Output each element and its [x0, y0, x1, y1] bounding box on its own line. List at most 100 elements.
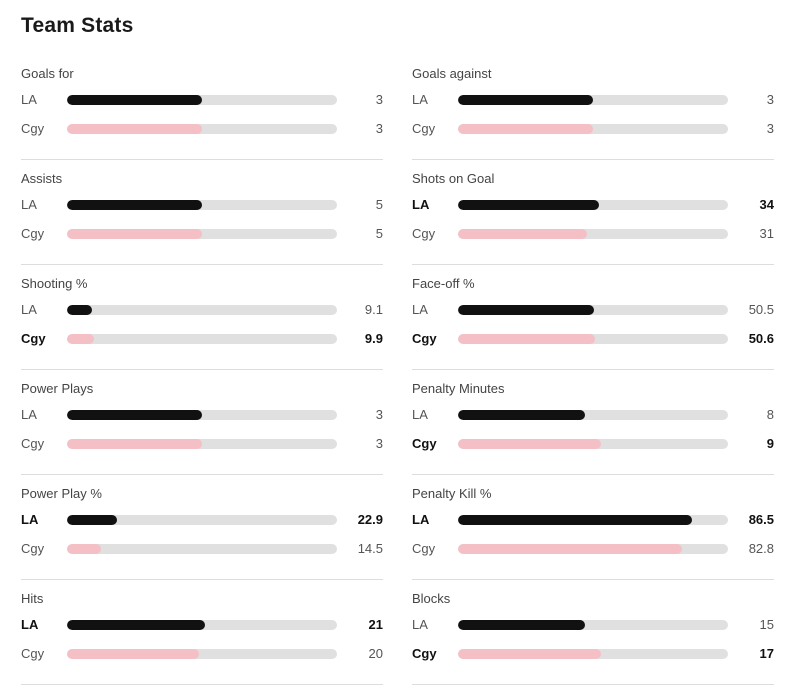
- stat-value: 86.5: [748, 512, 774, 527]
- bar-fill: [458, 439, 601, 449]
- stat-value: 3: [766, 121, 774, 136]
- stat-block: Power Play % LA 22.9 Cgy 14.5: [21, 482, 383, 587]
- stat-row: Cgy 5: [21, 226, 383, 242]
- stat-value: 3: [375, 121, 383, 136]
- bar-fill: [458, 124, 593, 134]
- team-label: Cgy: [21, 121, 45, 136]
- stat-row: Cgy 3: [21, 121, 383, 137]
- bar-track: [458, 334, 728, 344]
- bar-fill: [67, 439, 202, 449]
- stat-row: LA 3: [21, 92, 383, 108]
- stat-row: Cgy 9.9: [21, 331, 383, 347]
- stat-row: LA 86.5: [412, 512, 774, 528]
- bar-fill: [67, 544, 101, 554]
- team-label: LA: [21, 92, 37, 107]
- bar-fill: [67, 515, 117, 525]
- stat-row: LA 50.5: [412, 302, 774, 318]
- divider: [412, 159, 774, 160]
- bar-track: [458, 95, 728, 105]
- divider: [21, 684, 383, 685]
- bar-fill: [67, 410, 202, 420]
- team-label: LA: [412, 617, 428, 632]
- stat-row: Cgy 20: [21, 646, 383, 662]
- stat-row: Cgy 82.8: [412, 541, 774, 557]
- stat-value: 8: [766, 407, 774, 422]
- bar-fill: [67, 649, 199, 659]
- stat-row: LA 22.9: [21, 512, 383, 528]
- stat-name: Power Plays: [21, 381, 94, 396]
- bar-track: [458, 410, 728, 420]
- team-label: LA: [412, 512, 430, 527]
- stat-name: Face-off %: [412, 276, 475, 291]
- bar-track: [67, 620, 337, 630]
- stat-value: 9.1: [364, 302, 383, 317]
- stat-block: Penalty Kill % LA 86.5 Cgy 82.8: [412, 482, 774, 587]
- divider: [21, 159, 383, 160]
- bar-track: [458, 544, 728, 554]
- bar-fill: [458, 515, 692, 525]
- team-label: LA: [412, 407, 428, 422]
- bar-fill: [67, 620, 205, 630]
- team-label: LA: [412, 92, 428, 107]
- stat-value: 21: [368, 617, 383, 632]
- bar-track: [458, 229, 728, 239]
- stat-value: 14.5: [357, 541, 383, 556]
- bar-track: [458, 620, 728, 630]
- team-label: Cgy: [412, 331, 437, 346]
- stat-row: LA 5: [21, 197, 383, 213]
- stat-name: Penalty Kill %: [412, 486, 492, 501]
- stat-value: 50.5: [748, 302, 774, 317]
- team-label: Cgy: [412, 646, 437, 661]
- stat-value: 22.9: [357, 512, 383, 527]
- stat-value: 5: [375, 197, 383, 212]
- bar-track: [458, 200, 728, 210]
- stat-block: Assists LA 5 Cgy 5: [21, 167, 383, 272]
- bar-track: [67, 515, 337, 525]
- team-label: Cgy: [21, 646, 45, 661]
- bar-track: [458, 439, 728, 449]
- stat-name: Shots on Goal: [412, 171, 495, 186]
- stat-row: LA 15: [412, 617, 774, 633]
- bar-track: [67, 410, 337, 420]
- divider: [412, 684, 774, 685]
- stat-block: Face-off % LA 50.5 Cgy 50.6: [412, 272, 774, 377]
- team-label: LA: [21, 617, 39, 632]
- team-label: Cgy: [412, 121, 436, 136]
- stat-row: LA 3: [21, 407, 383, 423]
- bar-fill: [67, 95, 202, 105]
- stat-row: Cgy 17: [412, 646, 774, 662]
- team-label: LA: [21, 407, 37, 422]
- stat-block: Blocks LA 15 Cgy 17: [412, 587, 774, 692]
- stat-row: Cgy 9: [412, 436, 774, 452]
- bar-track: [67, 439, 337, 449]
- stat-value: 34: [759, 197, 774, 212]
- stat-name: Penalty Minutes: [412, 381, 505, 396]
- stat-value: 31: [759, 226, 774, 241]
- divider: [21, 474, 383, 475]
- stat-value: 9.9: [364, 331, 383, 346]
- stat-block: Power Plays LA 3 Cgy 3: [21, 377, 383, 482]
- team-label: Cgy: [412, 436, 437, 451]
- bar-track: [458, 305, 728, 315]
- team-label: Cgy: [21, 436, 45, 451]
- stat-name: Assists: [21, 171, 63, 186]
- divider: [21, 369, 383, 370]
- bar-fill: [458, 95, 593, 105]
- divider: [412, 579, 774, 580]
- bar-track: [67, 95, 337, 105]
- bar-fill: [67, 200, 202, 210]
- stat-block: Goals against LA 3 Cgy 3: [412, 62, 774, 167]
- stat-block: Hits LA 21 Cgy 20: [21, 587, 383, 692]
- stat-value: 20: [368, 646, 383, 661]
- stat-name: Hits: [21, 591, 44, 606]
- divider: [21, 264, 383, 265]
- stat-value: 3: [375, 407, 383, 422]
- team-label: Cgy: [21, 331, 46, 346]
- bar-fill: [458, 410, 585, 420]
- stat-value: 5: [375, 226, 383, 241]
- bar-fill: [67, 334, 94, 344]
- stat-row: Cgy 3: [412, 121, 774, 137]
- bar-track: [67, 124, 337, 134]
- bar-fill: [67, 229, 202, 239]
- bar-track: [67, 200, 337, 210]
